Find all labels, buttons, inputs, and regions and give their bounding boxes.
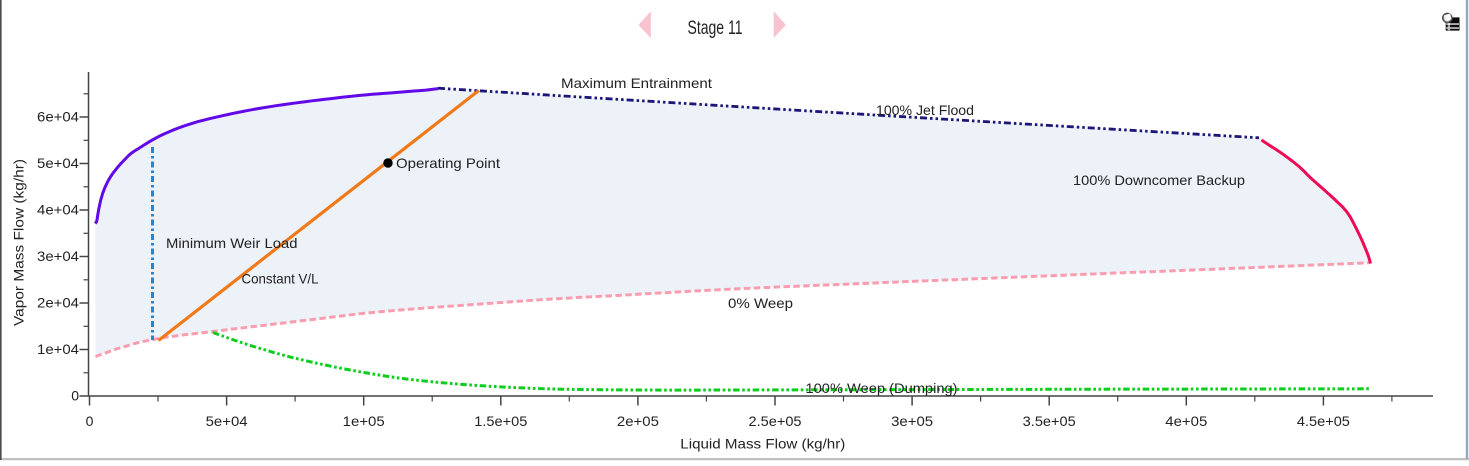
svg-text:2e+05: 2e+05 (617, 413, 659, 429)
svg-text:4e+04: 4e+04 (37, 202, 79, 218)
svg-text:Vapor Mass Flow (kg/hr): Vapor Mass Flow (kg/hr) (11, 159, 27, 326)
svg-text:1e+04: 1e+04 (37, 341, 79, 357)
svg-text:1.5e+05: 1.5e+05 (474, 413, 527, 429)
svg-text:4.5e+05: 4.5e+05 (1297, 413, 1350, 429)
svg-text:Operating Point: Operating Point (396, 155, 500, 171)
svg-text:2.5e+05: 2.5e+05 (749, 413, 802, 429)
svg-text:Stage 11: Stage 11 (688, 17, 743, 39)
svg-text:0: 0 (71, 388, 79, 404)
svg-text:4e+05: 4e+05 (1165, 413, 1207, 429)
svg-text:3.5e+05: 3.5e+05 (1023, 413, 1076, 429)
svg-text:2e+04: 2e+04 (37, 295, 79, 311)
svg-text:0% Weep: 0% Weep (728, 295, 793, 311)
svg-text:100% Downcomer Backup: 100% Downcomer Backup (1073, 172, 1245, 188)
svg-text:Liquid Mass Flow (kg/hr): Liquid Mass Flow (kg/hr) (680, 436, 845, 452)
svg-text:0: 0 (86, 413, 94, 429)
svg-text:100% Jet Flood: 100% Jet Flood (876, 102, 974, 118)
svg-text:6e+04: 6e+04 (37, 109, 79, 125)
svg-text:Minimum Weir Load: Minimum Weir Load (166, 235, 298, 251)
svg-text:100% Weep (Dumping): 100% Weep (Dumping) (806, 380, 958, 396)
svg-text:Constant V/L: Constant V/L (242, 271, 319, 287)
svg-text:5e+04: 5e+04 (37, 155, 79, 171)
svg-text:1e+05: 1e+05 (343, 413, 385, 429)
svg-text:3e+04: 3e+04 (37, 248, 79, 264)
svg-text:5e+04: 5e+04 (206, 413, 248, 429)
svg-text:Maximum Entrainment: Maximum Entrainment (561, 75, 712, 91)
svg-text:3e+05: 3e+05 (891, 413, 933, 429)
